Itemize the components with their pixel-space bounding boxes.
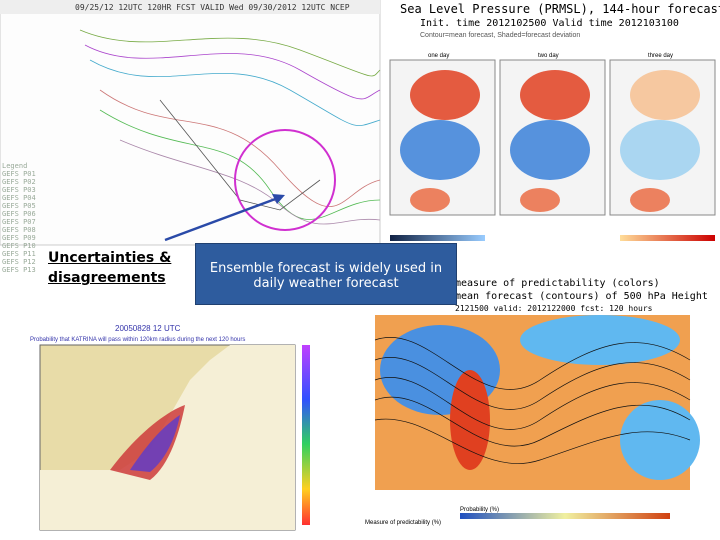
slp-title: Sea Level Pressure (PRMSL), 144-hour for… <box>400 2 720 16</box>
katrina-header: 20050828 12 UTC <box>115 324 181 333</box>
colorbar <box>390 235 485 241</box>
pred-title: measure of predictability (colors) <box>455 278 660 289</box>
legend-entry: Legend <box>2 162 27 170</box>
legend-label: Measure of predictability (%) <box>365 520 441 526</box>
pred-times: 2121500 valid: 2012122000 fcst: 120 hour… <box>455 304 653 313</box>
shade <box>630 188 670 212</box>
highlight-circle <box>234 129 336 231</box>
legend-entry: GEFS P12 <box>2 258 36 266</box>
spaghetti-map <box>0 0 381 246</box>
slp-subtitle: Contour=mean forecast, Shaded=forecast d… <box>420 32 580 39</box>
slp-times: Init. time 2012102500 Valid time 2012103… <box>420 18 679 29</box>
shade <box>450 370 490 470</box>
shade <box>400 120 480 180</box>
legend-entry: GEFS P08 <box>2 226 36 234</box>
arrow <box>164 196 279 242</box>
legend-entry: GEFS P02 <box>2 178 36 186</box>
panel-label: two day <box>538 53 559 59</box>
contours <box>374 337 691 464</box>
map-header-bg <box>0 0 380 14</box>
shade <box>410 188 450 212</box>
legend-entry: GEFS P06 <box>2 210 36 218</box>
contours <box>79 29 381 225</box>
legend-entry: GEFS P03 <box>2 186 36 194</box>
legend-entry: GEFS P01 <box>2 170 36 178</box>
pred-subtitle: mean forecast (contours) of 500 hPa Heig… <box>455 291 708 302</box>
legend-entry: GEFS P13 <box>2 266 36 274</box>
callout-ensemble: Ensemble forecast is widely used in dail… <box>195 243 457 305</box>
legend-entry: GEFS P07 <box>2 218 36 226</box>
legend-entry: GEFS P05 <box>2 202 36 210</box>
katrina-caption: Probability that KATRINA will pass withi… <box>30 337 245 343</box>
swath <box>110 405 185 480</box>
shade <box>520 315 680 365</box>
shade <box>630 70 700 120</box>
legend-entry: GEFS P09 <box>2 234 36 242</box>
colorbar <box>460 513 670 519</box>
swath <box>130 415 180 472</box>
shade <box>620 400 700 480</box>
legend-entry: GEFS P11 <box>2 250 36 258</box>
panel-label: three day <box>648 53 673 59</box>
shade <box>520 188 560 212</box>
shade <box>410 70 480 120</box>
colorbar <box>302 345 310 525</box>
shade <box>520 70 590 120</box>
legend-entry: GEFS P10 <box>2 242 36 250</box>
colorbar <box>620 235 715 241</box>
panel-label: one day <box>428 53 449 59</box>
arrow-head <box>272 194 285 204</box>
shade <box>510 120 590 180</box>
callout-uncertainties: Uncertainties & disagreements <box>48 250 172 286</box>
map-header: 09/25/12 12UTC 120HR FCST VALID Wed 09/3… <box>75 3 350 12</box>
legend-entry: GEFS P04 <box>2 194 36 202</box>
shade <box>620 120 700 180</box>
legend-label: Probability (%) <box>460 507 499 513</box>
